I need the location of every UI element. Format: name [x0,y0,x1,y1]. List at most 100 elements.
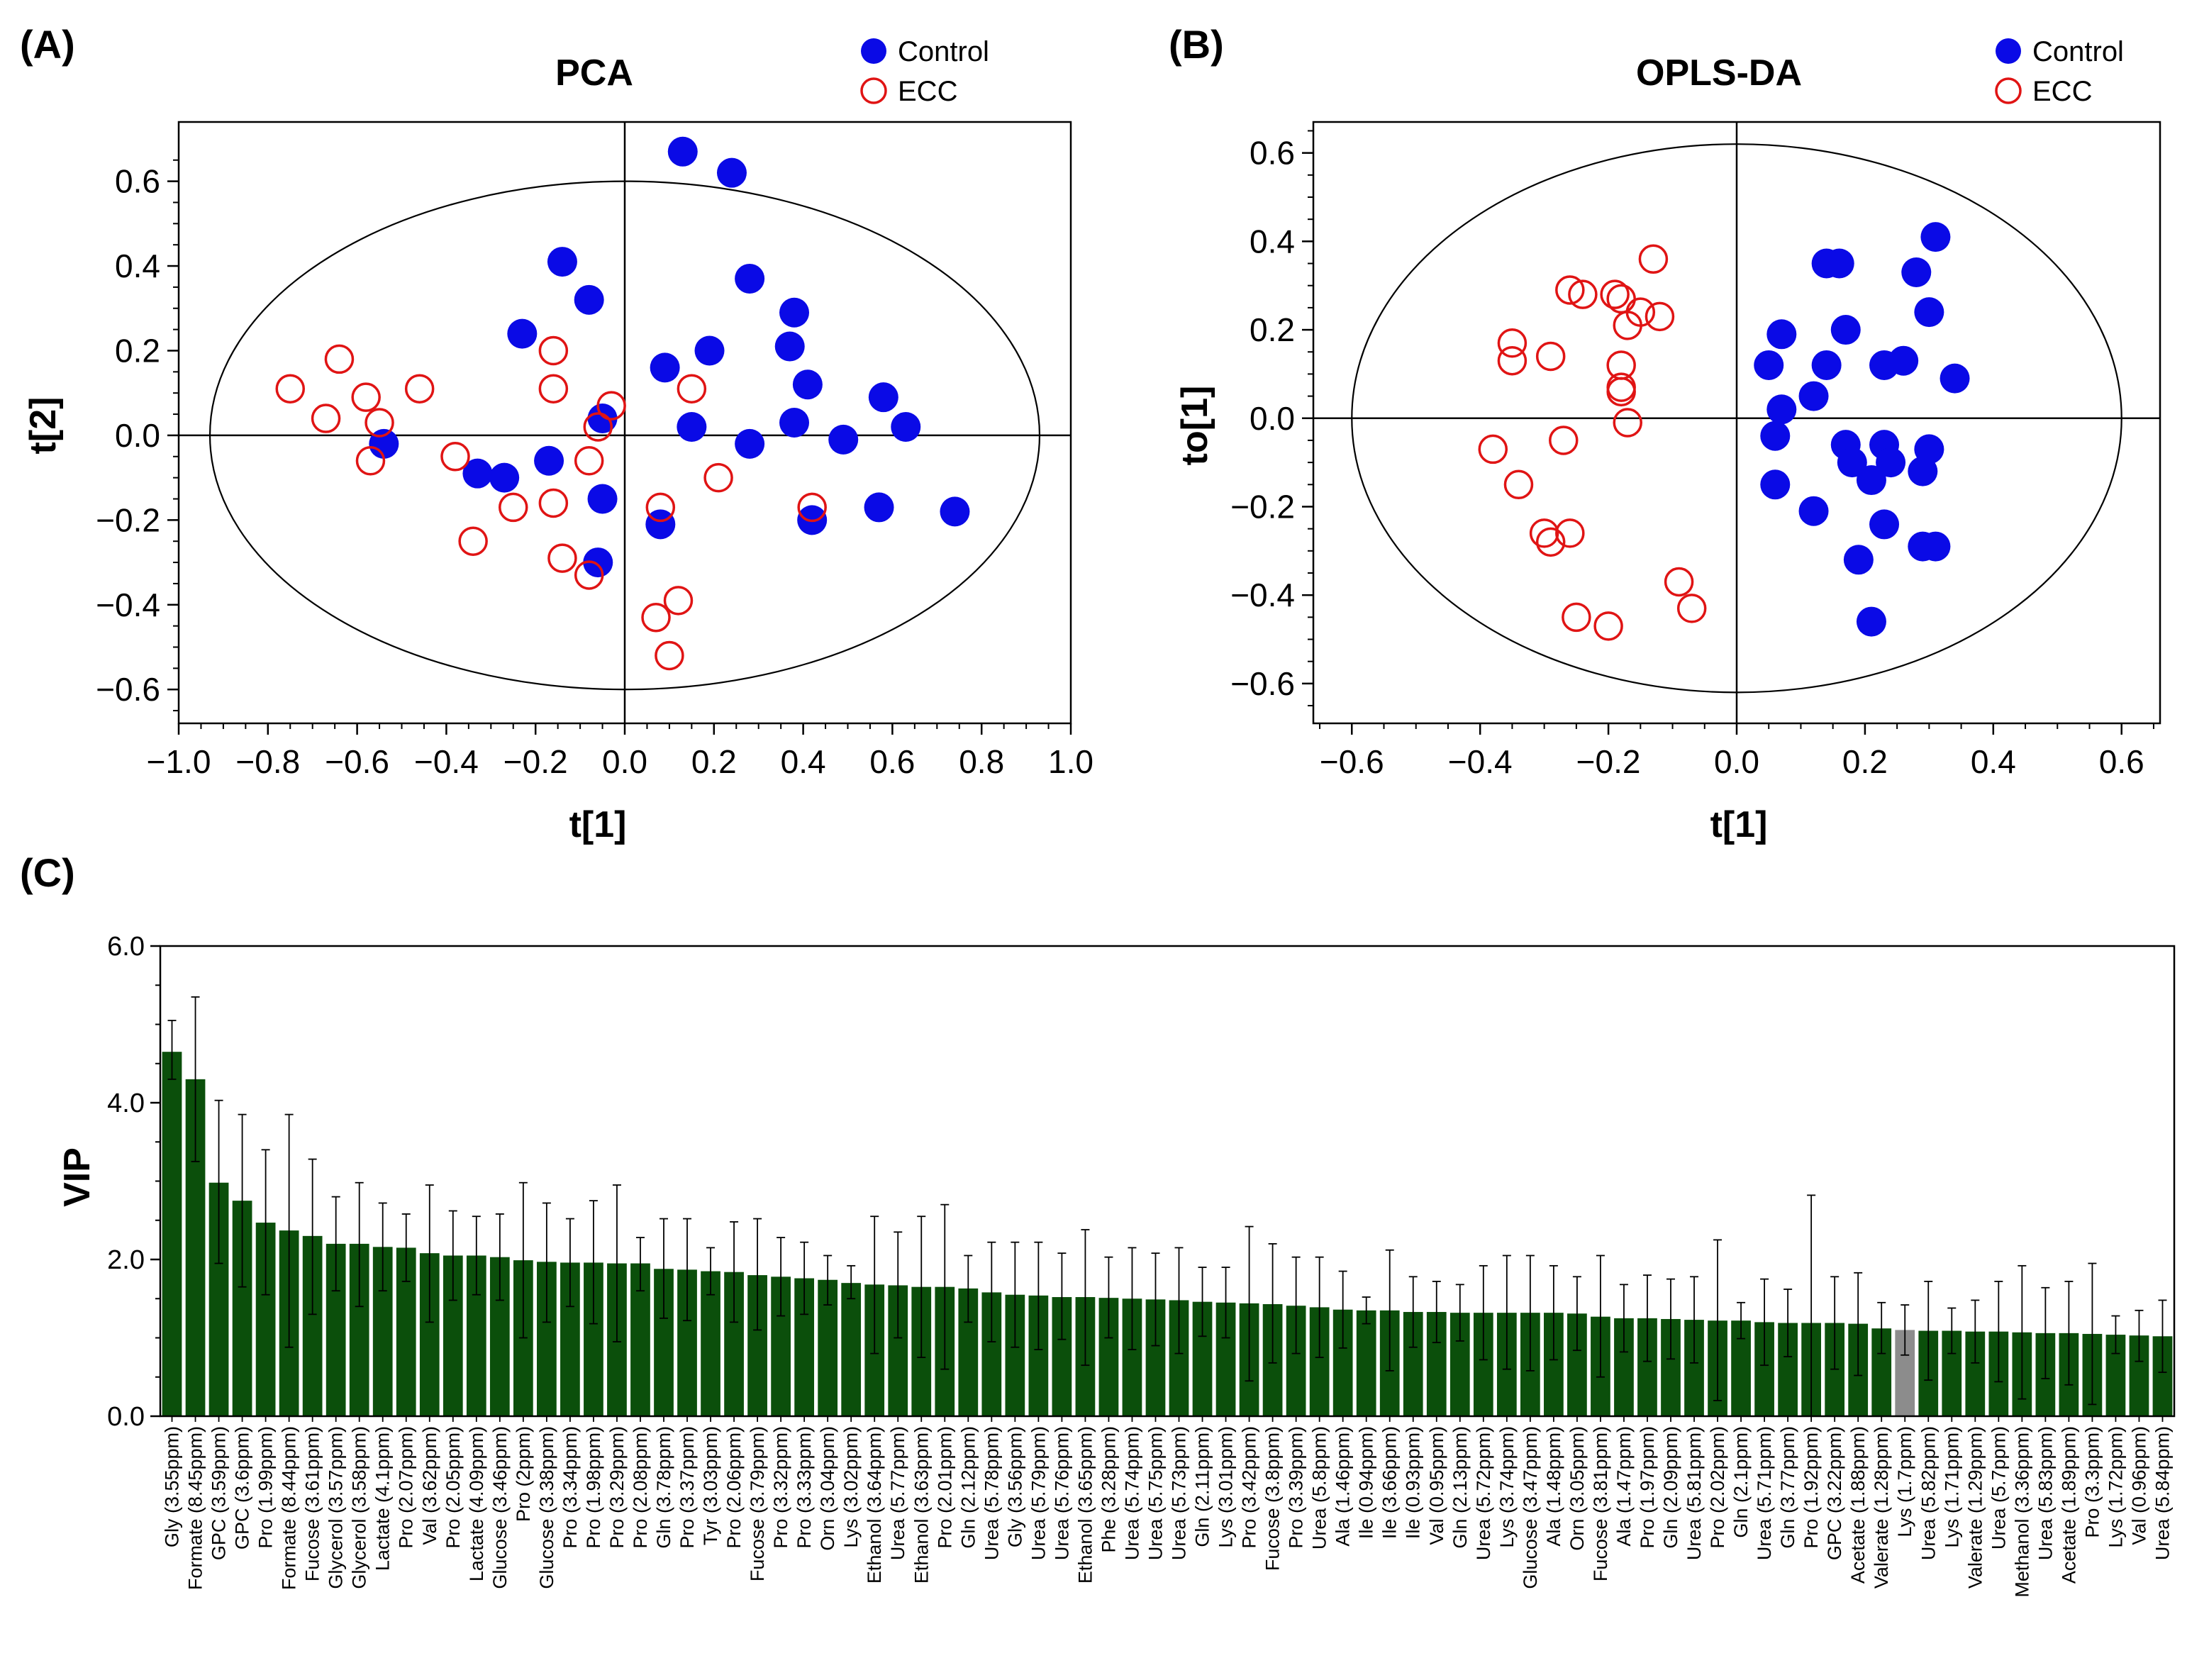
vip-category-label: Urea (5.7ppm) [1988,1426,2009,1550]
vip-bar [1356,1310,1376,1416]
opls-da-point-control [1940,363,1970,394]
opls-da-point-control [1843,545,1874,575]
opls-da-point-control [1766,319,1797,350]
vip-x-axis: Gly (3.55ppm) Formate (8.45ppm) GPC (3.59p… [162,1416,2173,1598]
pca-point-control [534,445,564,476]
vip-category-label: Pro (3.34ppm) [560,1426,581,1549]
opls-da-point-control [1824,248,1854,279]
vip-category-label: Ethanol (3.65ppm) [1074,1426,1096,1584]
opls-da-point-control [1766,394,1797,425]
pca-point-ecc [538,374,569,404]
pca-point-ecc [677,374,707,404]
vip-category-label: Acetate (1.88ppm) [1847,1426,1869,1584]
vip-category-label: Fucose (3.81ppm) [1590,1426,1611,1581]
pca-point-ecc [275,374,305,404]
opls-da-point-ecc [1497,345,1527,376]
pca-legend-control-label: Control [898,36,989,67]
vip-category-label: Urea (5.71ppm) [1754,1426,1775,1560]
opls-da-y-axis-title: to[1] [1174,386,1215,466]
opls-da-point-control [1798,496,1829,526]
vip-category-label: Pro (1.98ppm) [583,1426,604,1549]
pca-point-ecc [404,374,435,404]
panel-label-b: (B) [1169,22,1224,67]
vip-category-label: Pro (2.01ppm) [934,1426,955,1549]
pca-y-axis-title: t[2] [23,397,64,455]
vip-category-label: Ile (0.93ppm) [1403,1426,1424,1539]
vip-category-label: Pro (3.33ppm) [794,1426,815,1549]
vip-category-label: Ile (3.66ppm) [1379,1426,1401,1539]
pca-point-control [716,157,747,188]
pca-y-tick-label: 0.6 [115,163,160,200]
vip-category-label: Urea (5.77ppm) [887,1426,908,1560]
pca-x-tick-label: −1.0 [147,743,211,780]
pca-point-control [774,331,805,362]
opls-da-x-tick-label: 0.4 [1971,743,2016,780]
pca-point-ecc [355,445,386,476]
vip-category-label: Glycerol (3.58ppm) [349,1426,370,1589]
opls-da-x-tick-label: 0.0 [1714,743,1759,780]
pca-point-control [779,408,810,438]
opls-da-point-ecc [1593,611,1623,641]
pca-y-tick-label: −0.4 [96,586,160,623]
opls-da-point-ecc [1676,594,1707,623]
opls-da-point-ecc [1503,469,1534,500]
vip-category-label: Ile (0.94ppm) [1356,1426,1377,1539]
vip-category-label: Glucose (3.47ppm) [1520,1426,1541,1589]
vip-category-label: Lys (1.71ppm) [1941,1426,1962,1548]
vip-category-label: Fucose (3.79ppm) [747,1426,768,1581]
vip-category-label: Glucose (3.38ppm) [536,1426,557,1589]
pca-hotelling-ellipse [208,180,1041,691]
pca-point-control [868,382,898,413]
vip-category-label: Ala (1.48ppm) [1543,1426,1564,1547]
opls-da-hotelling-ellipse [1351,143,2122,694]
pca-title: PCA [555,52,633,94]
vip-category-label: Urea (5.8ppm) [1309,1426,1330,1550]
pca-y-tick-label: −0.6 [96,671,160,708]
opls-da-x-axis-title: t[1] [1710,804,1768,845]
pca-legend: Control ECC [860,36,989,107]
opls-da-point-control [1876,447,1906,478]
vip-category-label: Lys (3.74ppm) [1496,1426,1518,1548]
opls-da-title: OPLS-DA [1636,52,1802,94]
vip-category-label: Pro (2.02ppm) [1707,1426,1728,1549]
opls-da-legend-ecc-label: ECC [2032,76,2092,107]
pca-point-ecc [499,492,528,523]
vip-category-label: Urea (5.73ppm) [1169,1426,1190,1560]
opls-da-point-control [1901,257,1932,287]
vip-category-label: Val (0.95ppm) [1426,1426,1447,1545]
vip-category-label: Pro (1.99ppm) [255,1426,277,1549]
opls-da-y-tick-label: 0.0 [1250,400,1295,437]
opls-da-point-ecc [1600,279,1630,309]
opls-da-point-control [1798,381,1829,411]
vip-category-label: Urea (5.72ppm) [1473,1426,1494,1560]
vip-category-label: Gln (2.13ppm) [1449,1426,1471,1549]
opls-da-x-tick-label: 0.6 [2099,743,2144,780]
vip-category-label: Pro (3.37ppm) [677,1426,698,1549]
pca-x-tick-label: 0.8 [959,743,1004,780]
vip-category-label: Pro (2ppm) [513,1426,534,1522]
vip-category-label: Fucose (3.61ppm) [302,1426,323,1581]
pca-legend-ecc-marker [860,77,887,104]
vip-category-label: Urea (5.84ppm) [2152,1426,2173,1560]
vip-category-label: Lys (1.72ppm) [2105,1426,2126,1548]
opls-da-point-ecc [1555,518,1585,548]
opls-da-point-ecc [1529,518,1559,548]
vip-y-tick-label: 4.0 [107,1089,145,1118]
vip-category-label: Pro (1.97ppm) [1637,1426,1658,1549]
opls-da-point-ecc [1535,527,1566,557]
vip-category-label: Gln (3.78ppm) [653,1426,674,1549]
vip-category-label: Ala (1.46ppm) [1332,1426,1354,1547]
vip-category-label: Gln (2.11ppm) [1192,1426,1213,1547]
opls-da-point-control [1856,465,1886,496]
vip-category-label: Lys (3.02ppm) [840,1426,862,1548]
vip-category-label: Gln (2.12ppm) [957,1426,979,1549]
opls-da-point-ecc [1535,341,1566,372]
vip-category-label: Ethanol (3.64ppm) [864,1426,885,1584]
pca-point-control [587,404,618,434]
vip-category-label: Urea (5.74ppm) [1121,1426,1142,1560]
opls-da-point-ecc [1645,301,1675,332]
opls-da-point-control [1920,531,1951,562]
vip-category-label: Ala (1.47ppm) [1613,1426,1635,1547]
vip-category-label: GPC (3.22ppm) [1824,1426,1845,1560]
